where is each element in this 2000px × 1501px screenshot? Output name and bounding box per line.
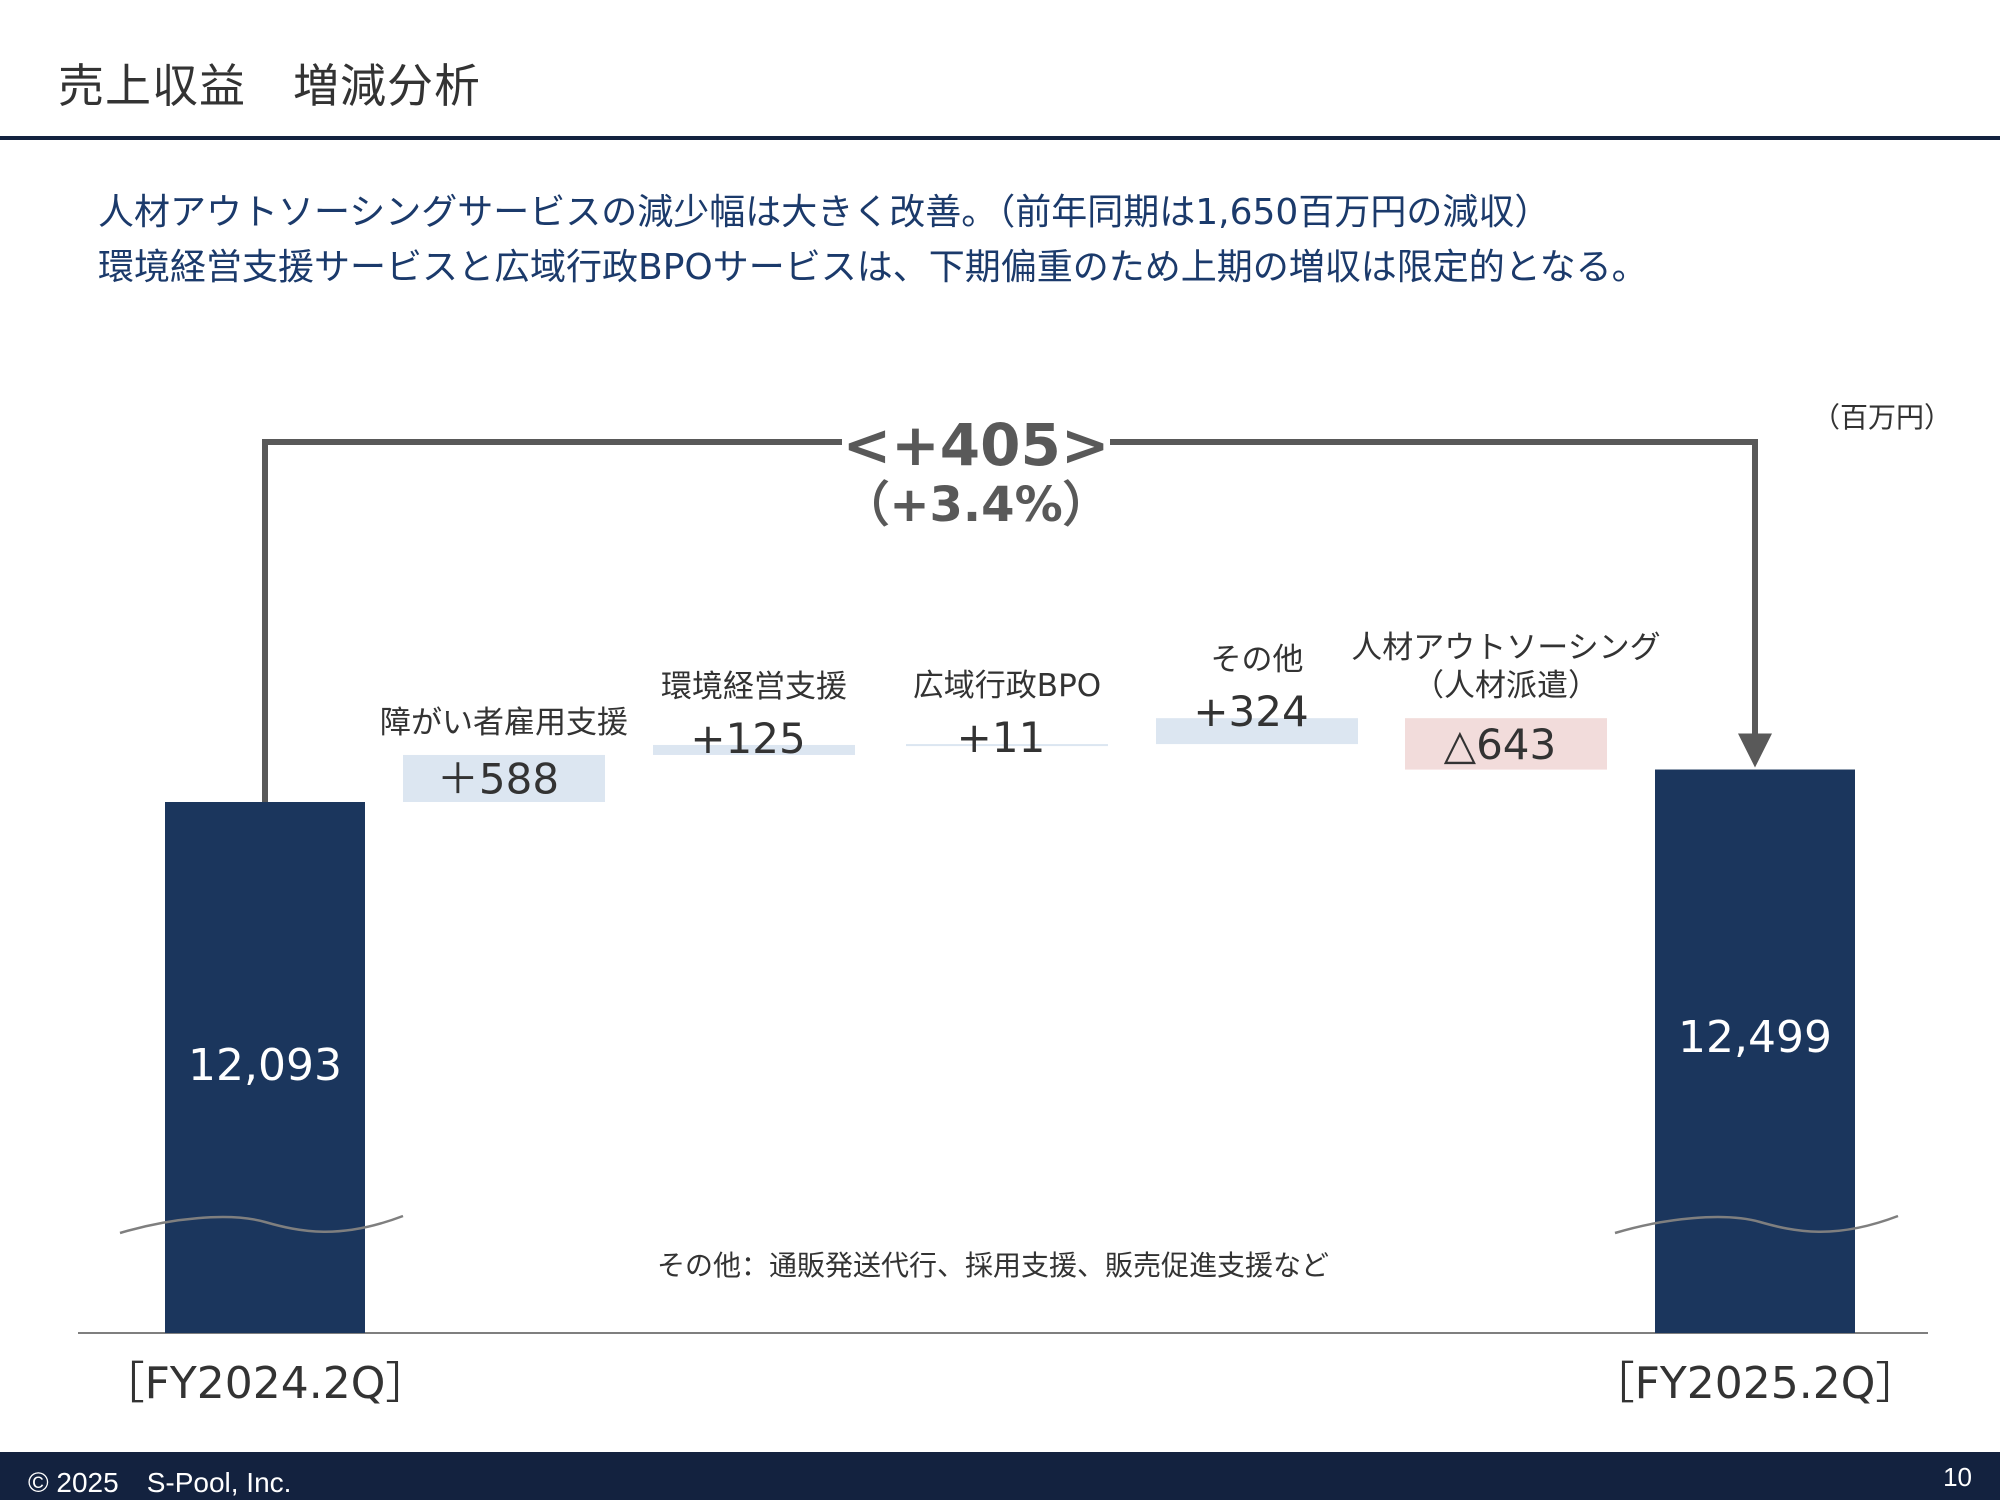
- slide-title: 売上収益 増減分析: [58, 59, 481, 113]
- change-bracket-right: [1110, 439, 1758, 736]
- footer-page-number: 10: [1943, 1462, 1972, 1492]
- step-value-label: +11: [957, 713, 1046, 762]
- change-value-label: <+405>: [843, 411, 1110, 479]
- end-value-label: 12,499: [1678, 1012, 1832, 1063]
- end-bar: [1655, 769, 1855, 1333]
- step-category-label: 広域行政BPO: [913, 668, 1101, 704]
- step-bar: [1156, 718, 1358, 745]
- footer-copyright: © 2025 S-Pool, Inc.: [28, 1467, 292, 1498]
- title-divider: [0, 136, 2000, 140]
- unit-label: （百万円）: [1812, 401, 1953, 434]
- waterfall-chart: 12,093 12,499 ［FY2024.2Q］ ［FY2025.2Q］ ＋588 障が…: [78, 411, 1928, 1409]
- change-bracket-left: [262, 439, 842, 802]
- start-category-label: ［FY2024.2Q］: [101, 1358, 430, 1409]
- headline-line-1: 人材アウトソーシングサービスの減少幅は大きく改善。（前年同期は1,650百万円の…: [98, 192, 1551, 233]
- step-category-label: 環境経営支援: [661, 669, 847, 705]
- step-category-label: 障がい者雇用支援: [380, 705, 628, 741]
- step-value-label: +125: [690, 714, 805, 763]
- step-value-label: ＋588: [437, 754, 559, 803]
- axis-break-mark-right: [1614, 1214, 1899, 1235]
- headline-line-2: 環境経営支援サービスと広域行政BPOサービスは、下期偏重のため上期の増収は限定的…: [98, 247, 1648, 288]
- change-percent-label: （+3.4%）: [841, 477, 1110, 533]
- step-bar: [906, 744, 1108, 747]
- step-value-label: △643: [1444, 720, 1556, 769]
- end-category-label: ［FY2025.2Q］: [1591, 1358, 1920, 1409]
- footer-bar: © 2025 S-Pool, Inc. 10: [0, 1452, 2000, 1500]
- step-category-label: その他: [1211, 642, 1304, 678]
- step-category-label: （人材派遣）: [1413, 668, 1599, 704]
- axis-break-mark-left: [119, 1214, 404, 1235]
- step-value-label: +324: [1193, 687, 1308, 736]
- start-value-label: 12,093: [188, 1040, 342, 1091]
- step-bar: [653, 744, 855, 755]
- step-bar: [1405, 718, 1607, 770]
- start-bar: [165, 802, 365, 1333]
- chart-footnote: その他：通販発送代行、採用支援、販売促進支援など: [657, 1249, 1329, 1282]
- change-arrowhead: [1738, 733, 1772, 768]
- step-category-label: 人材アウトソーシング: [1351, 630, 1660, 666]
- step-bar: [403, 754, 605, 802]
